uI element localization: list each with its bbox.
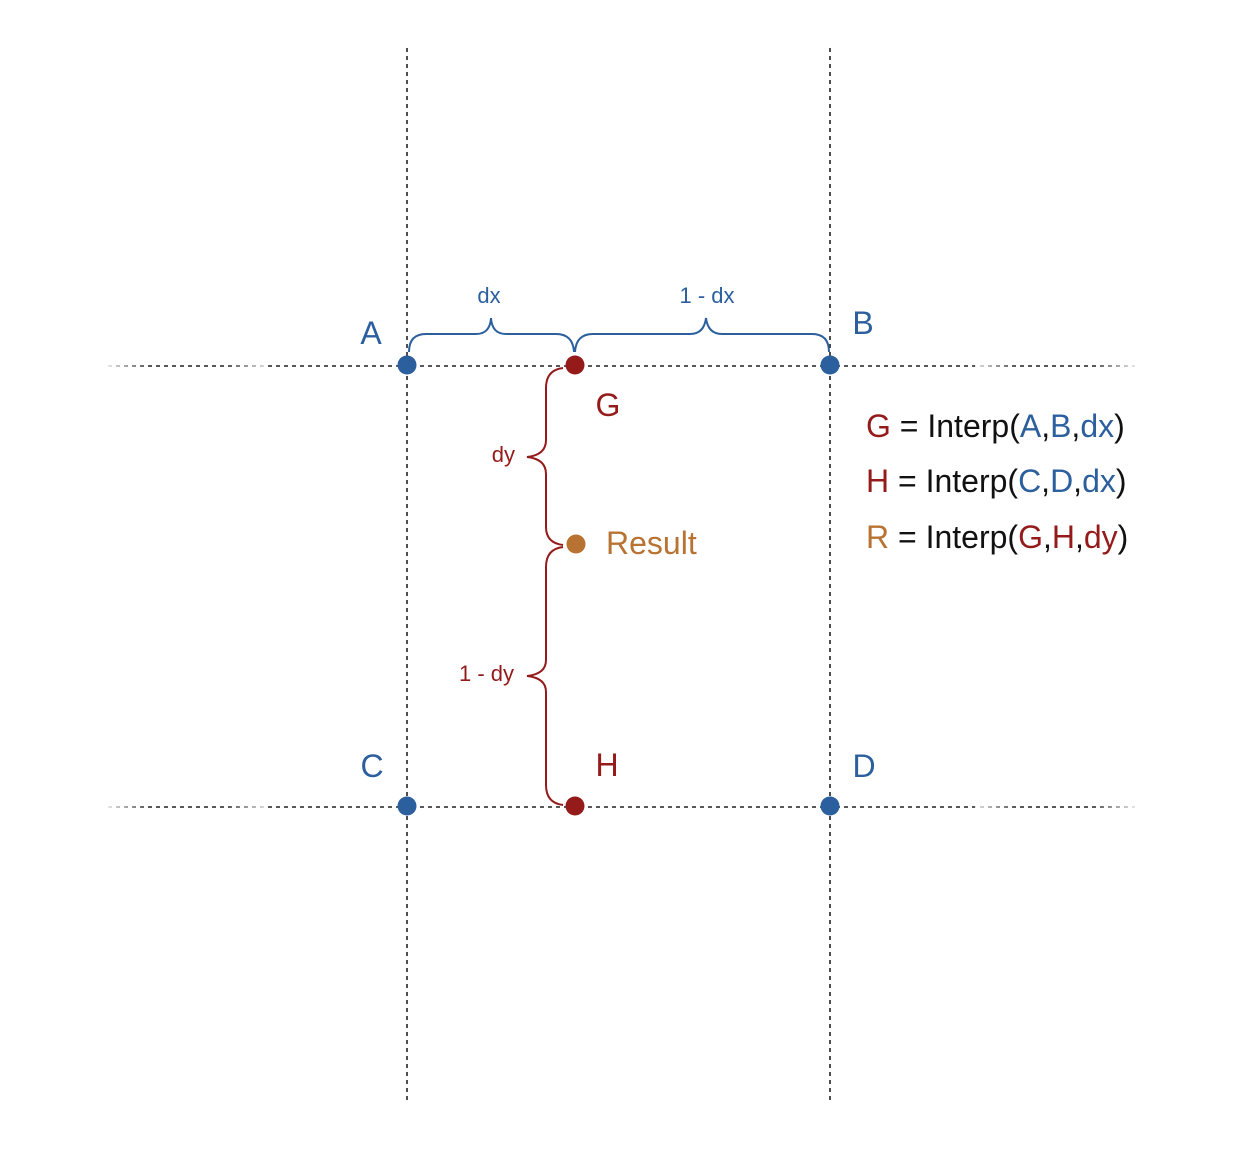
brace-label-one-minus-dy: 1 - dy [459, 661, 514, 686]
brace-label-dx: dx [477, 283, 500, 308]
equation-r: R = Interp(G,H,dy) [866, 519, 1128, 555]
eq-r-arg1: G [1018, 519, 1043, 555]
brace-dx [408, 317, 575, 353]
eq-h-arg2: D [1050, 463, 1073, 499]
eq-h-lhs: H [866, 463, 889, 499]
brace-dy [526, 367, 564, 546]
eq-h-arg1: C [1018, 463, 1041, 499]
fade-right-top [975, 360, 1135, 372]
eq-g-op: = Interp( [891, 408, 1020, 444]
eq-g-arg1: A [1020, 408, 1042, 444]
point-a [397, 355, 417, 375]
equations: G = Interp(A,B,dx) H = Interp(C,D,dx) R … [866, 408, 1128, 555]
fade-right-bottom [975, 801, 1135, 813]
brace-one-minus-dy [526, 546, 564, 806]
vertical-braces: dy 1 - dy [459, 367, 564, 806]
eq-h-comma1: , [1041, 463, 1050, 499]
label-h: H [595, 747, 618, 783]
eq-r-close: ) [1118, 519, 1129, 555]
label-a: A [360, 315, 382, 351]
fade-left-bottom [108, 801, 268, 813]
eq-g-comma2: , [1071, 408, 1080, 444]
label-c: C [360, 748, 383, 784]
point-h [565, 796, 585, 816]
brace-label-dy: dy [492, 442, 515, 467]
label-d: D [852, 748, 875, 784]
eq-r-comma1: , [1043, 519, 1052, 555]
eq-r-op: = Interp( [889, 519, 1018, 555]
eq-r-lhs: R [866, 519, 889, 555]
point-d [820, 796, 840, 816]
label-g: G [596, 387, 621, 423]
fade-left-top [108, 360, 268, 372]
eq-r-arg3: dy [1084, 519, 1118, 555]
eq-g-arg2: B [1050, 408, 1071, 444]
equation-h: H = Interp(C,D,dx) [866, 463, 1127, 499]
eq-g-arg3: dx [1080, 408, 1114, 444]
label-b: B [852, 305, 873, 341]
eq-g-lhs: G [866, 408, 891, 444]
eq-h-comma2: , [1073, 463, 1082, 499]
point-c [397, 796, 417, 816]
eq-h-close: ) [1116, 463, 1127, 499]
eq-g-comma1: , [1041, 408, 1050, 444]
eq-g-close: ) [1114, 408, 1125, 444]
eq-h-arg3: dx [1082, 463, 1116, 499]
point-g [565, 355, 585, 375]
point-result [566, 534, 586, 554]
label-result: Result [606, 525, 697, 561]
points [397, 355, 840, 816]
eq-r-comma2: , [1075, 519, 1084, 555]
brace-one-minus-dx [574, 317, 830, 353]
eq-r-arg2: H [1052, 519, 1075, 555]
horizontal-braces: dx 1 - dx [408, 283, 830, 353]
grid-lines [108, 48, 1135, 1100]
point-labels: A B C D G H Result [360, 305, 875, 784]
eq-h-op: = Interp( [889, 463, 1018, 499]
point-b [820, 355, 840, 375]
equation-g: G = Interp(A,B,dx) [866, 408, 1125, 444]
brace-label-one-minus-dx: 1 - dx [679, 283, 734, 308]
